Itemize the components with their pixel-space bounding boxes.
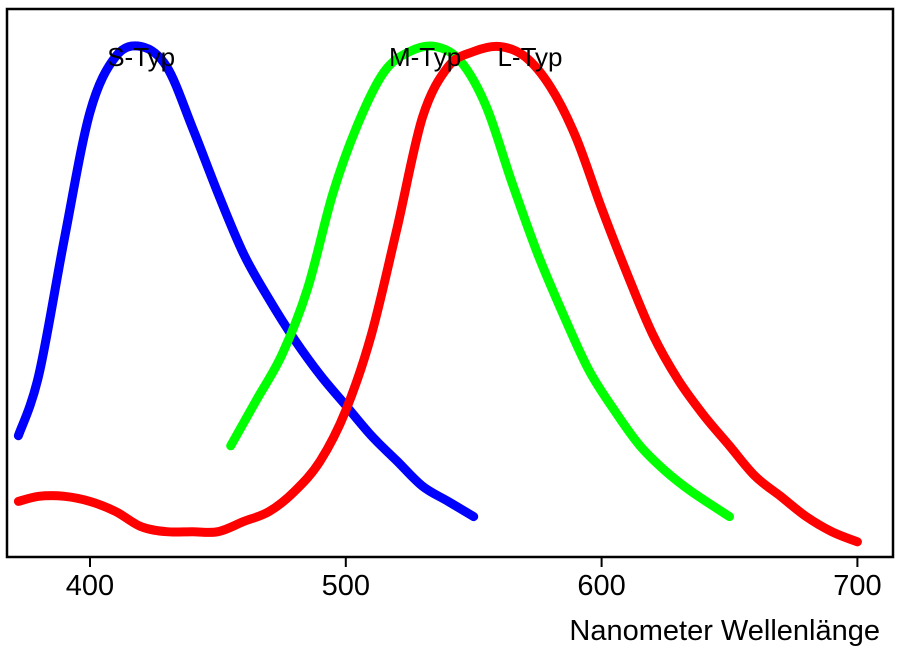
x-tick-label: 600 xyxy=(577,570,625,602)
x-tick-label: 700 xyxy=(833,570,881,602)
x-axis-label: Nanometer Wellenlänge xyxy=(569,615,880,647)
x-tick-label: 500 xyxy=(322,570,370,602)
series-line-l-typ xyxy=(13,41,862,547)
curve-label-s-typ: S-Typ xyxy=(107,42,175,72)
x-axis-ticks: 400 500 600 700 xyxy=(66,557,882,602)
curve-label-l-typ: L-Typ xyxy=(497,42,562,72)
series-line-m-typ xyxy=(226,41,734,522)
curve-label-m-typ: M-Typ xyxy=(389,42,461,72)
x-tick-label: 400 xyxy=(66,570,114,602)
curve-labels: S-Typ M-Typ L-Typ xyxy=(107,42,562,72)
curves xyxy=(13,41,862,547)
series-line-s-typ xyxy=(13,41,479,522)
